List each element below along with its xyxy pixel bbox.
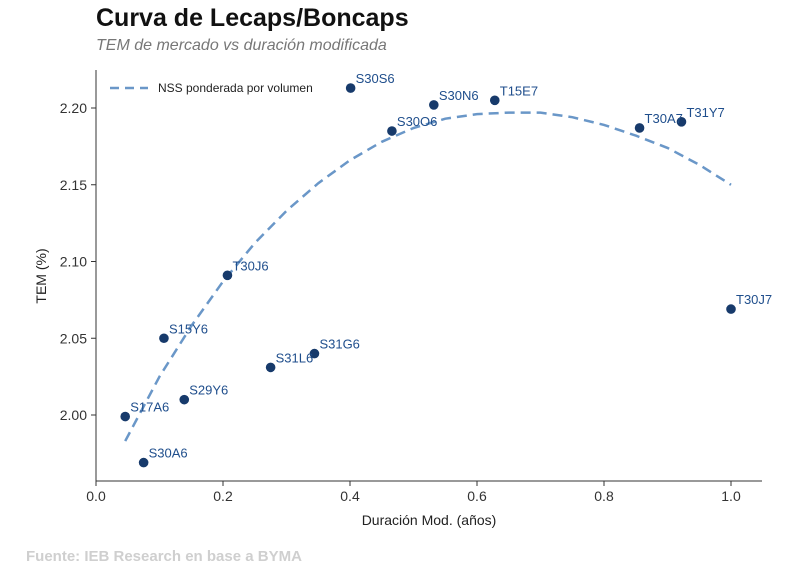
point-label-t31y7: T31Y7	[686, 105, 724, 120]
y-tick-label: 2.05	[60, 330, 87, 346]
data-point-s30o6	[387, 126, 397, 136]
chart-title: Curva de Lecaps/Boncaps	[96, 4, 409, 32]
x-tick-label: 0.4	[340, 488, 360, 504]
x-tick-label: 0.8	[594, 488, 614, 504]
legend-label: NSS ponderada por volumen	[158, 81, 313, 95]
y-tick-label: 2.00	[60, 407, 87, 423]
source-note: Fuente: IEB Research en base a BYMA	[26, 548, 302, 565]
ticks: 0.0 0.2 0.4 0.6 0.8 1.0 2.00 2.05 2.10 2.15 2.20	[60, 100, 741, 504]
chart-subtitle: TEM de mercado vs duración modificada	[96, 37, 387, 54]
point-labels-layer: S17A6 S30A6 S15Y6 S29Y6 T30J6 S31L6 S31G6 S30S6…	[130, 71, 772, 461]
data-point-s30s6	[345, 83, 356, 93]
point-label-s29y6: S29Y6	[189, 383, 228, 398]
data-point-s31g6	[309, 348, 320, 359]
point-label-s30s6: S30S6	[356, 71, 395, 86]
points-layer	[120, 83, 736, 468]
point-label-s31l6: S31L6	[276, 350, 314, 365]
point-label-t15e7: T15E7	[500, 83, 538, 98]
data-point-s31l6	[265, 362, 276, 373]
point-label-s15y6: S15Y6	[169, 321, 208, 336]
x-tick-label: 0.0	[86, 488, 106, 504]
data-point-s30a6	[138, 457, 149, 468]
point-label-t30j6: T30J6	[232, 258, 268, 273]
x-tick-label: 0.2	[213, 488, 233, 504]
data-point-t31y7	[676, 117, 687, 127]
y-tick-label: 2.10	[60, 254, 87, 270]
y-axis-title: TEM (%)	[33, 248, 49, 303]
point-label-t30j7: T30J7	[736, 292, 772, 307]
point-label-s30o6: S30O6	[397, 114, 437, 129]
data-point-s15y6	[159, 333, 169, 344]
point-label-s17a6: S17A6	[130, 400, 169, 415]
point-label-s31g6: S31G6	[319, 337, 359, 352]
data-point-t30a7	[634, 123, 645, 133]
y-tick-label: 2.15	[60, 177, 87, 193]
axes	[95, 70, 762, 482]
x-tick-label: 1.0	[721, 488, 741, 504]
data-point-s17a6	[120, 411, 131, 422]
x-axis-title: Duración Mod. (años)	[362, 512, 497, 528]
data-point-s29y6	[179, 394, 190, 405]
data-point-s30n6	[429, 100, 439, 110]
point-label-s30n6: S30N6	[439, 88, 479, 103]
data-point-t30j7	[726, 304, 736, 314]
legend: NSS ponderada por volumen	[110, 81, 313, 95]
data-point-t15e7	[489, 95, 500, 106]
data-point-t30j6	[222, 270, 233, 281]
point-label-t30a7: T30A7	[645, 111, 683, 126]
x-tick-label: 0.6	[467, 488, 487, 504]
point-label-s30a6: S30A6	[149, 446, 188, 461]
y-tick-label: 2.20	[60, 100, 87, 116]
